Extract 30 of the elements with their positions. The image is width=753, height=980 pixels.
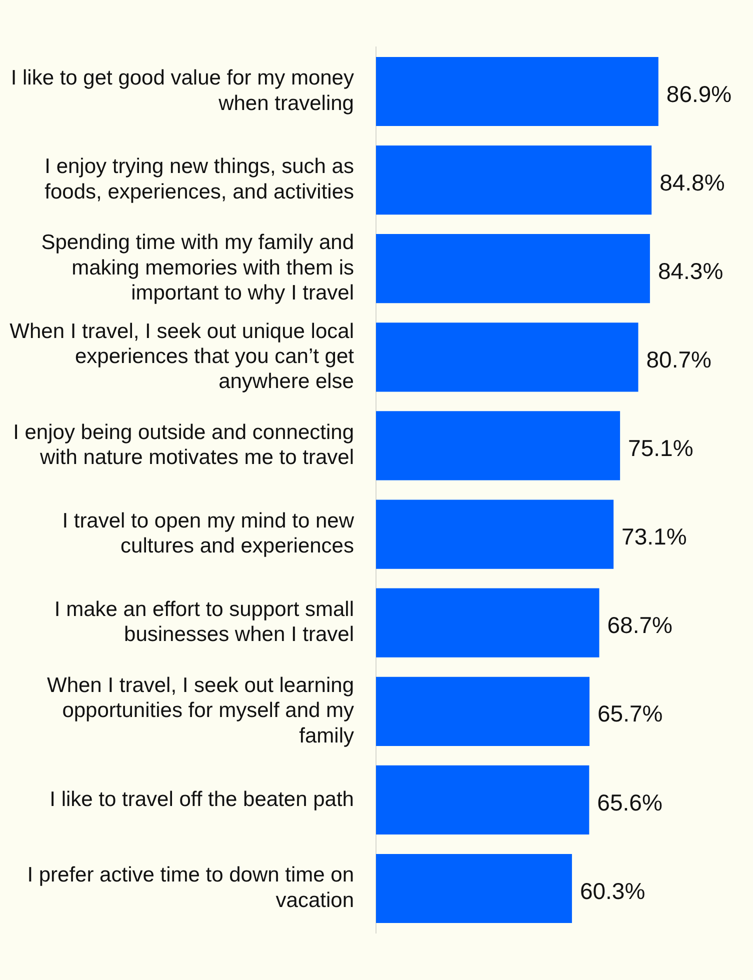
bar: [376, 146, 652, 215]
data-label: 68.7%: [607, 612, 672, 638]
y-tick-label: Spending time with my family and making memories with them is important to why I travel: [41, 231, 354, 305]
y-tick-label: I enjoy trying new things, such as foods, experiences, and activities: [44, 155, 354, 204]
bar: [376, 234, 650, 304]
data-label: 73.1%: [622, 524, 687, 550]
bar: [376, 500, 614, 569]
data-label: 80.7%: [646, 346, 712, 373]
data-label: 60.3%: [580, 878, 646, 904]
y-tick-label: I travel to open my mind to new cultures and experiences: [62, 509, 355, 558]
bar: [376, 765, 590, 834]
bar: [376, 322, 638, 392]
bar: [376, 588, 600, 658]
bar: [376, 411, 620, 480]
y-tick-label: I enjoy being outside and connecting with nature motivates me to travel: [13, 420, 354, 470]
data-label: 75.1%: [628, 435, 694, 462]
y-tick-label: When I travel, I seek out unique local experiences that you can’t get anywhere else: [10, 320, 354, 394]
y-tick-label: When I travel, I seek out learning opportunities for myself and my family: [47, 674, 354, 748]
data-label: 84.8%: [660, 169, 725, 196]
data-label: 65.7%: [598, 700, 663, 727]
y-tick-label: I make an effort to support small businesses when I travel: [54, 598, 354, 646]
y-tick-label: I like to get good value for my money when traveling: [10, 66, 354, 115]
bar: [376, 854, 572, 924]
data-label: 84.3%: [658, 258, 724, 284]
y-tick-label: I prefer active time to down time on vacation: [27, 864, 354, 912]
y-tick-label: I like to travel off the beaten path: [50, 788, 354, 811]
data-label: 86.9%: [666, 80, 732, 107]
data-label: 65.6%: [597, 789, 662, 816]
bar: [376, 56, 658, 126]
bar: [376, 676, 590, 746]
